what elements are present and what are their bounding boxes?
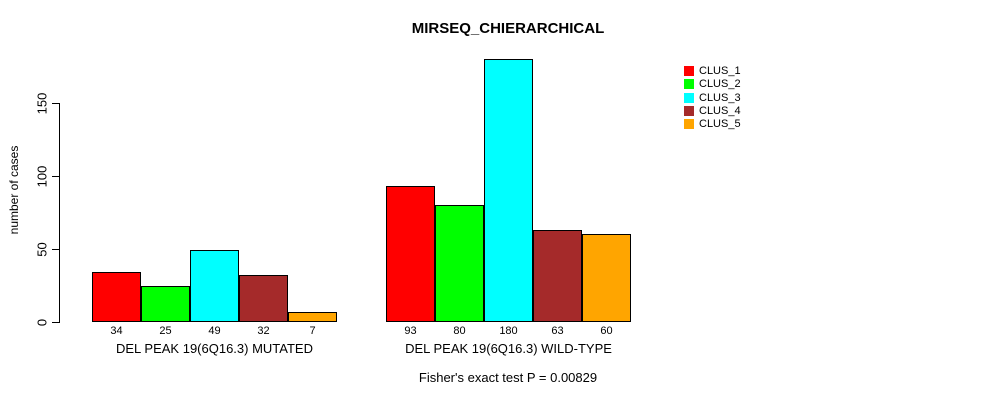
- bar-clus_4-mutated: [239, 275, 288, 322]
- bar-value-label: 80: [453, 325, 466, 337]
- legend-swatch-icon: [684, 79, 694, 90]
- y-tick-mark: [52, 103, 59, 104]
- y-axis-line: [59, 103, 60, 323]
- legend-label: CLUS_1: [699, 65, 741, 77]
- legend-label: CLUS_2: [699, 78, 741, 91]
- y-tick-label: 100: [34, 165, 50, 187]
- bar-value-label: 25: [159, 325, 172, 337]
- y-tick-label: 50: [34, 241, 50, 257]
- legend-row: CLUS_5: [684, 118, 741, 131]
- legend-row: CLUS_2: [684, 78, 741, 91]
- legend-label: CLUS_3: [699, 91, 741, 104]
- bar-value-label: 49: [208, 325, 221, 337]
- bar-value-label: 60: [600, 325, 613, 337]
- legend-row: CLUS_3: [684, 91, 741, 104]
- chart-title: MIRSEQ_CHIERARCHICAL: [411, 20, 605, 37]
- bar-clus_1-wild-type: [386, 186, 435, 322]
- bar-clus_5-mutated: [288, 311, 337, 322]
- legend-label: CLUS_5: [699, 118, 741, 131]
- y-tick-label: 0: [34, 318, 50, 326]
- bar-clus_1-mutated: [92, 272, 141, 322]
- y-tick-label: 150: [34, 92, 50, 114]
- bar-clus_3-mutated: [190, 250, 239, 322]
- fisher-test-caption: Fisher's exact test P = 0.00829: [418, 370, 598, 385]
- bar-value-label: 32: [257, 325, 270, 337]
- bar-clus_4-wild-type: [533, 230, 582, 322]
- legend-swatch-icon: [684, 119, 694, 130]
- legend: CLUS_1 CLUS_2 CLUS_3 CLUS_4 CLUS_5: [684, 65, 741, 131]
- legend-swatch-icon: [684, 66, 694, 76]
- legend-row: CLUS_4: [684, 104, 741, 117]
- bar-value-label: 93: [404, 325, 417, 337]
- legend-label: CLUS_4: [699, 104, 741, 117]
- y-tick-mark: [52, 322, 59, 323]
- bar-clus_5-wild-type: [582, 234, 631, 322]
- y-axis-label: number of cases: [7, 145, 21, 235]
- bar-value-label: 63: [551, 325, 564, 337]
- legend-swatch-icon: [684, 92, 694, 103]
- legend-swatch-icon: [684, 105, 694, 116]
- bar-clus_3-wild-type: [484, 59, 533, 322]
- group-label: DEL PEAK 19(6Q16.3) MUTATED: [116, 341, 313, 356]
- bar-value-label: 7: [309, 325, 316, 337]
- legend-row: CLUS_1: [684, 65, 741, 77]
- y-tick-mark: [52, 249, 59, 250]
- bar-clus_2-mutated: [141, 285, 190, 322]
- group-label: DEL PEAK 19(6Q16.3) WILD-TYPE: [405, 341, 612, 356]
- bar-value-label: 180: [499, 325, 518, 337]
- y-tick-mark: [52, 176, 59, 177]
- bar-value-label: 34: [110, 325, 123, 337]
- bar-clus_2-wild-type: [435, 205, 484, 322]
